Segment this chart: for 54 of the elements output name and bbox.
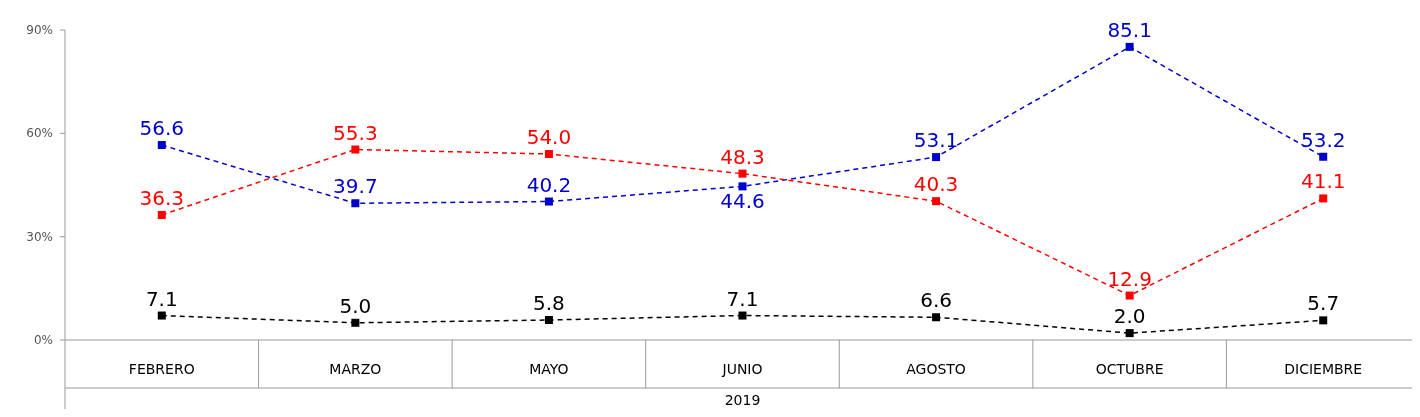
data-label: 54.0	[526, 125, 572, 149]
x-tick-label: JUNIO	[721, 361, 763, 377]
x-tick-label: AGOSTO	[906, 361, 966, 377]
point	[157, 141, 166, 150]
y-tick-label: 0%	[33, 333, 53, 347]
point	[1319, 194, 1328, 203]
y-tick-label: 90%	[26, 23, 53, 37]
data-label: 5.8	[533, 291, 565, 316]
point	[738, 311, 747, 320]
data-label: 7.1	[145, 286, 178, 311]
x-tick-label: MARZO	[329, 361, 382, 377]
data-label: 7.1	[726, 286, 759, 311]
point	[544, 197, 553, 206]
x-tick-label: FEBRERO	[128, 361, 195, 377]
point	[1125, 42, 1134, 51]
point	[932, 153, 941, 162]
x-axis-title: 2019	[724, 392, 761, 408]
point	[157, 311, 166, 320]
point	[157, 210, 166, 219]
x-tick-label: DICIEMBRE	[1284, 361, 1363, 377]
point	[1319, 316, 1328, 325]
data-label: 5.0	[339, 293, 372, 318]
data-label: 41.1	[1300, 169, 1346, 194]
x-tick-label: OCTUBRE	[1095, 361, 1164, 377]
data-label: 5.7	[1307, 291, 1340, 316]
data-label: 6.6	[920, 288, 952, 313]
data-label: 2.0	[1113, 304, 1146, 329]
data-label: 48.3	[720, 144, 765, 169]
point	[932, 197, 941, 206]
y-tick-label: 30%	[26, 229, 53, 244]
data-label: 12.9	[1107, 266, 1152, 291]
point	[351, 145, 360, 154]
data-label: 36.3	[139, 185, 185, 210]
point	[1125, 291, 1134, 300]
point	[738, 182, 747, 191]
point	[738, 169, 747, 178]
data-label: 85.1	[1107, 17, 1152, 42]
point	[351, 199, 360, 208]
point	[544, 316, 553, 325]
data-label: 55.3	[333, 120, 378, 145]
point	[932, 313, 941, 322]
point	[1319, 152, 1328, 161]
data-label: 40.3	[913, 172, 959, 197]
point	[544, 150, 553, 158]
data-label: 39.7	[333, 174, 378, 199]
data-label: 53.1	[913, 128, 959, 153]
data-label: 40.2	[526, 172, 572, 197]
y-tick-label: 60%	[26, 126, 53, 141]
data-label: 56.6	[139, 116, 185, 141]
point	[351, 318, 360, 327]
point	[1125, 329, 1134, 338]
data-label: 53.2	[1300, 127, 1346, 152]
data-label: 44.6	[720, 189, 765, 214]
x-tick-label: MAYO	[529, 361, 569, 377]
